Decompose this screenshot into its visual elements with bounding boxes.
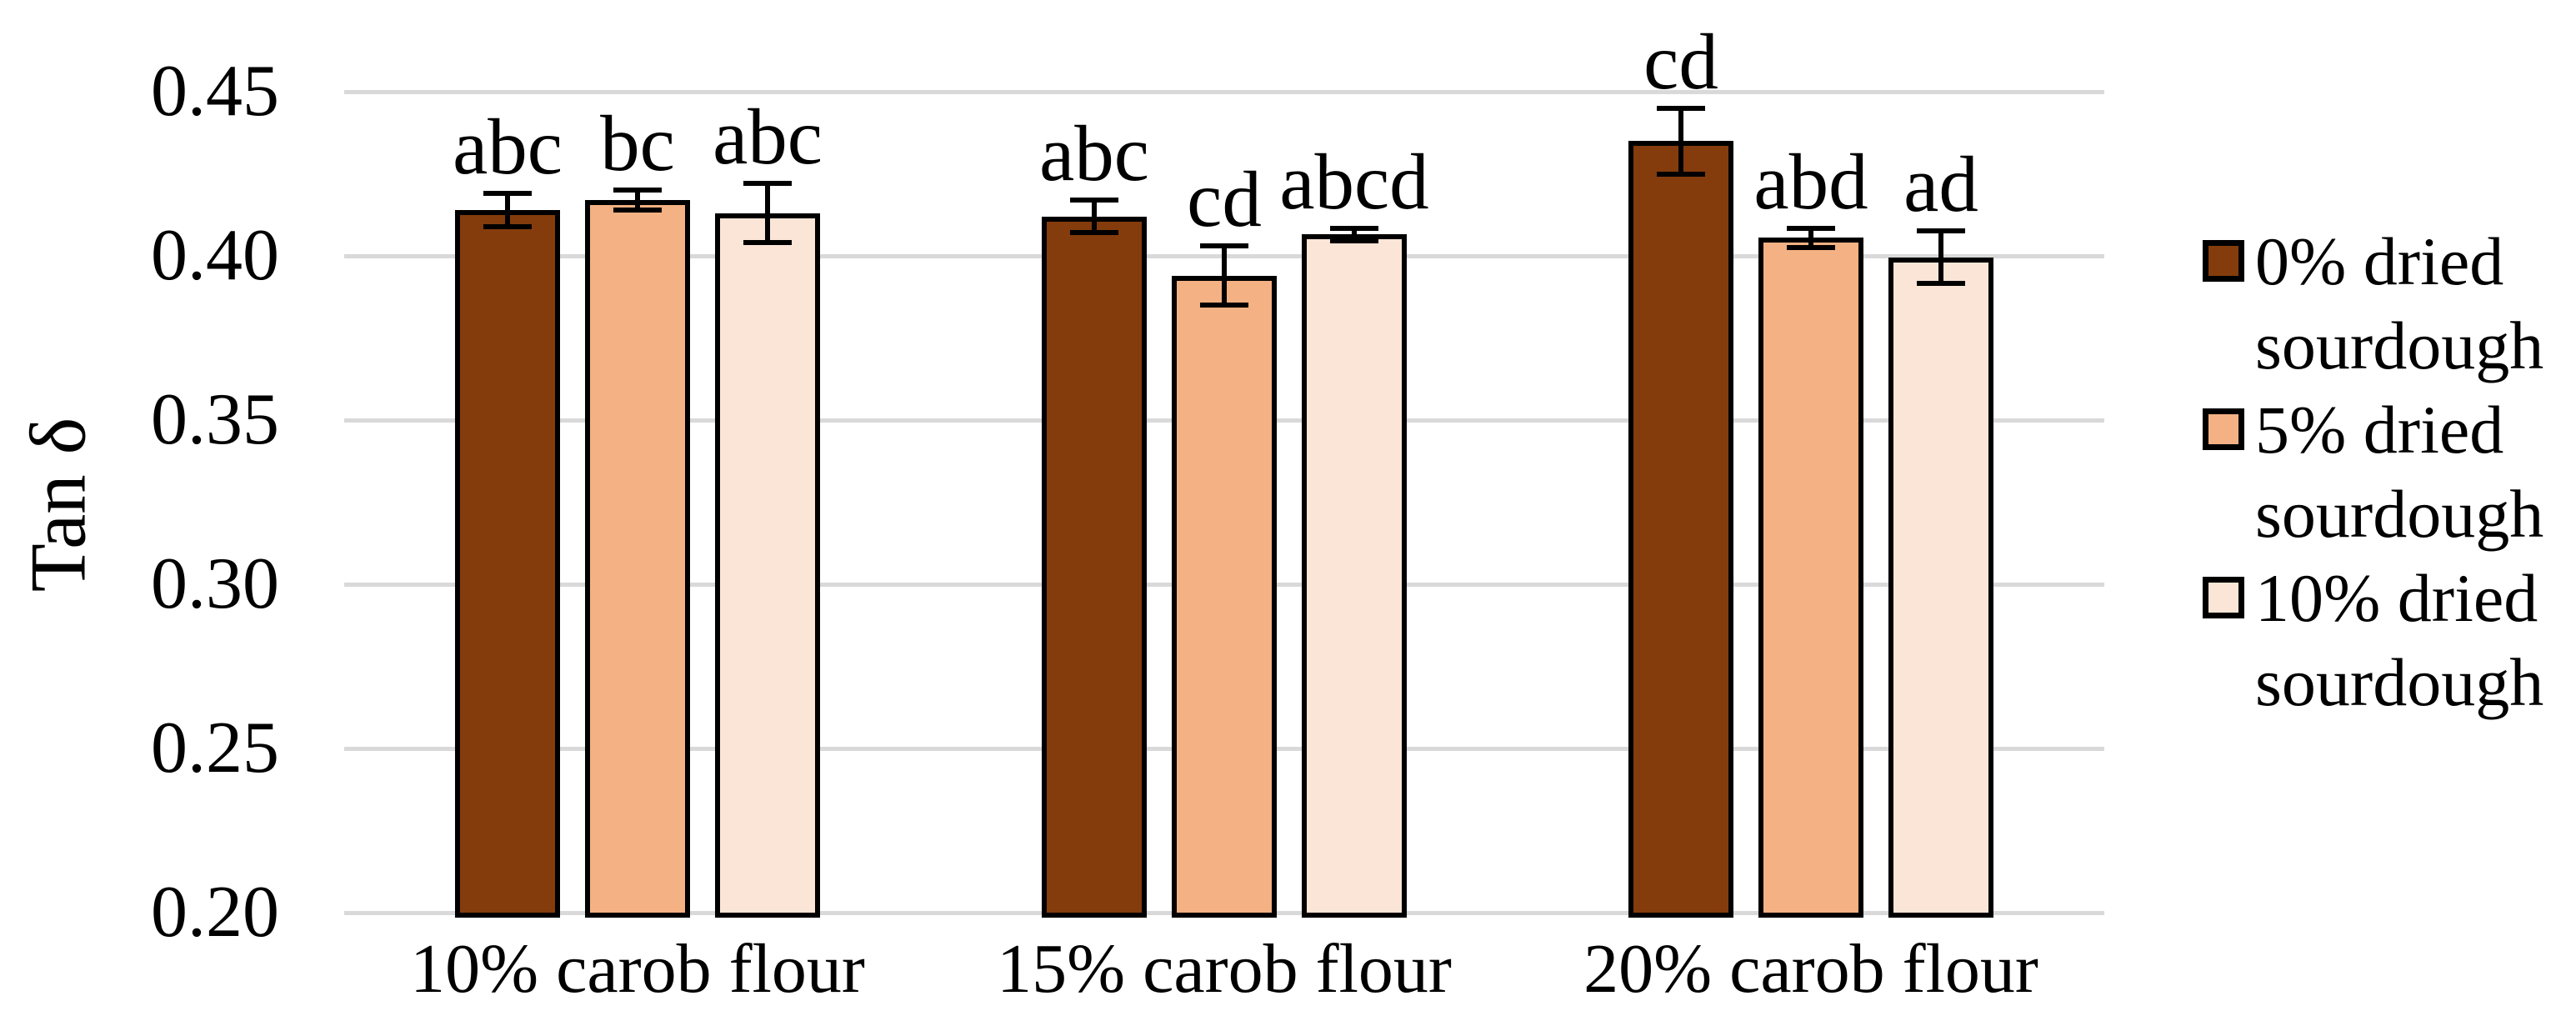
error-bar-line xyxy=(635,190,640,210)
legend-label: 10% dried sourdough xyxy=(2255,556,2543,724)
legend-swatch xyxy=(2203,408,2244,450)
significance-letters: ad xyxy=(1903,140,1978,229)
bar-10-dried-sourdough xyxy=(1888,257,1993,918)
y-tick-label: 0.35 xyxy=(151,379,279,460)
error-bar-cap xyxy=(483,223,532,229)
error-bar-line xyxy=(1808,228,1813,248)
legend-label: 0% dried sourdough xyxy=(2255,219,2543,388)
legend-label-line: 0% dried xyxy=(2255,223,2504,299)
y-tick-label: 0.30 xyxy=(151,543,279,624)
error-bar-cap xyxy=(1657,171,1705,177)
error-bar-cap xyxy=(1787,245,1835,251)
legend-label-line: sourdough xyxy=(2255,475,2544,552)
y-tick-label: 0.20 xyxy=(151,872,279,953)
error-bar-cap xyxy=(1070,198,1118,203)
significance-letters: cd xyxy=(1643,17,1718,106)
bar-10-dried-sourdough xyxy=(715,213,820,918)
error-bar-cap xyxy=(1070,230,1118,236)
error-bar-cap xyxy=(483,191,532,197)
error-bar-cap xyxy=(1917,228,1965,234)
y-tick-label: 0.45 xyxy=(151,51,279,132)
error-bar-cap xyxy=(613,207,662,213)
legend-label-line: 5% dried xyxy=(2255,391,2504,468)
error-bar-line xyxy=(1678,108,1683,174)
error-bar-cap xyxy=(1787,225,1835,231)
legend-swatch xyxy=(2203,240,2244,282)
error-bar-cap xyxy=(1330,225,1378,231)
bar-0-dried-sourdough xyxy=(1042,216,1147,918)
error-bar-line xyxy=(1092,200,1097,233)
significance-letters: abc xyxy=(453,103,563,192)
x-axis-category-label: 10% carob flour xyxy=(410,930,865,1008)
error-bar-cap xyxy=(1917,281,1965,287)
x-axis-category-label: 15% carob flour xyxy=(997,930,1452,1008)
significance-letters: abc xyxy=(1039,109,1149,198)
bar-5-dried-sourdough xyxy=(585,200,690,918)
significance-letters: abcd xyxy=(1279,137,1429,226)
significance-letters: abc xyxy=(713,93,823,182)
error-bar-cap xyxy=(1200,303,1248,308)
legend-label-line: sourdough xyxy=(2255,307,2544,383)
error-bar-line xyxy=(505,193,510,227)
significance-letters: abd xyxy=(1753,137,1868,226)
error-bar-cap xyxy=(1330,238,1378,244)
y-tick-label: 0.40 xyxy=(151,215,279,296)
legend-label-line: 10% dried xyxy=(2255,559,2538,636)
legend-label: 5% dried sourdough xyxy=(2255,388,2543,556)
error-bar-cap xyxy=(1200,243,1248,249)
significance-letters: cd xyxy=(1187,155,1262,244)
error-bar-line xyxy=(1352,228,1357,242)
significance-letters: bc xyxy=(600,99,675,188)
error-bar-line xyxy=(1222,246,1227,306)
x-axis-category-label: 20% carob flour xyxy=(1583,930,2038,1008)
legend-swatch xyxy=(2203,577,2244,618)
bar-5-dried-sourdough xyxy=(1758,238,1863,918)
error-bar-cap xyxy=(743,240,792,246)
bar-0-dried-sourdough xyxy=(455,209,560,918)
error-bar-cap xyxy=(1657,105,1705,111)
gridline xyxy=(344,90,2104,94)
legend-label-line: sourdough xyxy=(2255,643,2544,720)
bar-10-dried-sourdough xyxy=(1302,234,1407,918)
error-bar-line xyxy=(1938,231,1943,284)
error-bar-line xyxy=(765,183,770,243)
bar-0-dried-sourdough xyxy=(1628,141,1733,918)
bar-5-dried-sourdough xyxy=(1172,275,1277,918)
error-bar-cap xyxy=(743,181,792,187)
error-bar-cap xyxy=(613,188,662,193)
y-tick-label: 0.25 xyxy=(151,708,279,788)
